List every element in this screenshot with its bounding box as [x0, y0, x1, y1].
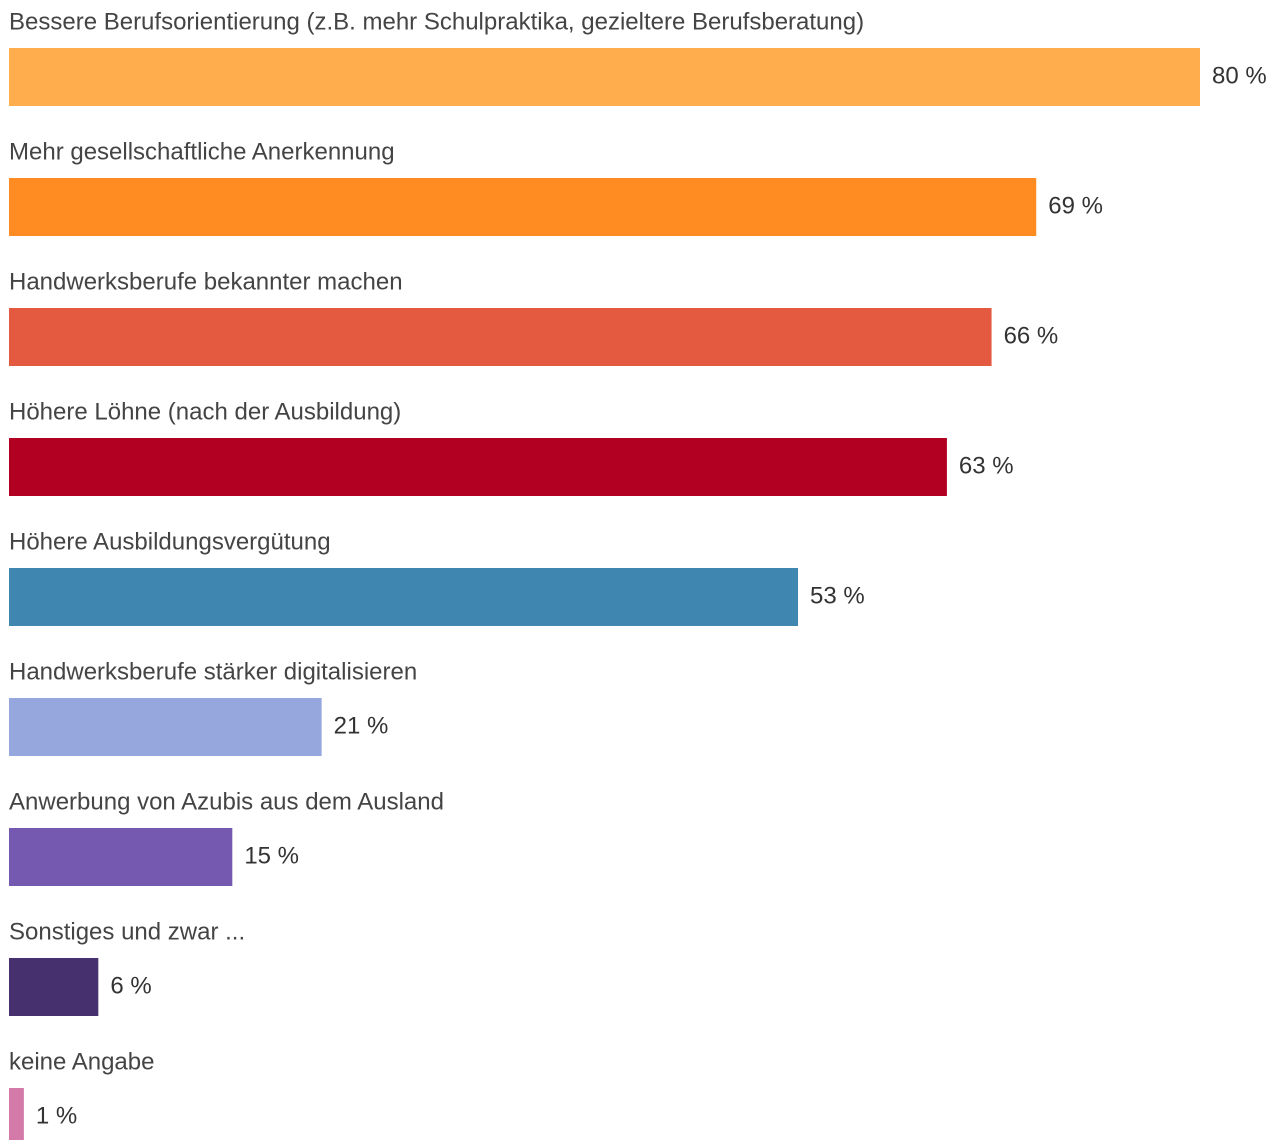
value-label: 1 %: [36, 1102, 77, 1129]
value-label: 53 %: [810, 582, 865, 609]
value-label: 63 %: [959, 452, 1014, 479]
bar: [9, 698, 322, 756]
value-label: 80 %: [1212, 62, 1267, 89]
value-label: 6 %: [110, 972, 151, 999]
category-label: keine Angabe: [9, 1048, 154, 1075]
bar: [9, 568, 799, 626]
value-label: 69 %: [1048, 192, 1103, 219]
value-label: 15 %: [244, 842, 299, 869]
bar: [9, 308, 992, 366]
bar: [9, 958, 99, 1016]
category-label: Bessere Berufsorientierung (z.B. mehr Sc…: [9, 8, 864, 35]
category-label: Handwerksberufe bekannter machen: [9, 268, 403, 295]
bar: [9, 48, 1200, 106]
category-label: Höhere Löhne (nach der Ausbildung): [9, 398, 401, 425]
category-label: Anwerbung von Azubis aus dem Ausland: [9, 788, 444, 815]
category-label: Höhere Ausbildungsvergütung: [9, 528, 331, 555]
value-label: 21 %: [334, 712, 389, 739]
category-label: Handwerksberufe stärker digitalisieren: [9, 658, 417, 685]
category-label: Sonstiges und zwar ...: [9, 918, 245, 945]
value-label: 66 %: [1004, 322, 1059, 349]
bar: [9, 828, 233, 886]
category-label: Mehr gesellschaftliche Anerkennung: [9, 138, 395, 165]
bar: [9, 178, 1037, 236]
bar: [9, 438, 947, 496]
bar: [9, 1088, 24, 1140]
